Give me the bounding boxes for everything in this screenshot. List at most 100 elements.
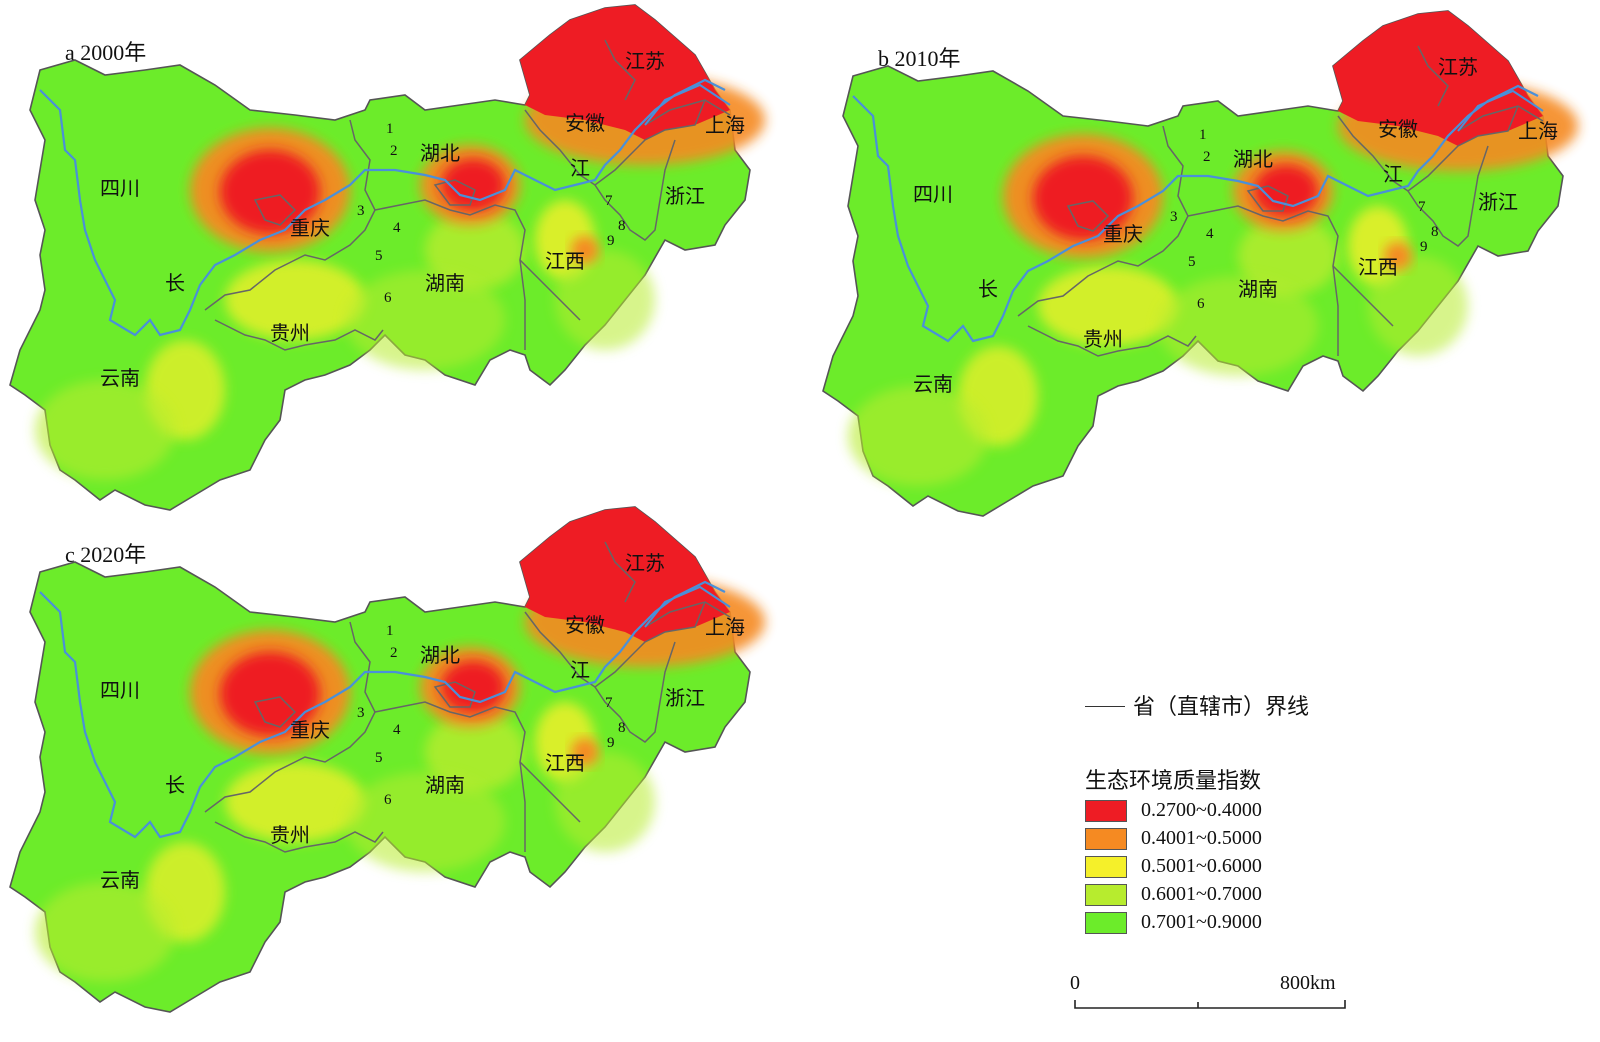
index-zone — [220, 150, 320, 234]
number-label: 2 — [390, 143, 398, 159]
label-chang: 长 — [978, 277, 998, 301]
index-zone — [441, 159, 505, 211]
number-label: 6 — [384, 290, 392, 306]
legend-swatch — [1085, 912, 1127, 934]
number-label: 3 — [357, 203, 365, 219]
ecology-index-surface — [848, 11, 1578, 486]
index-zone — [571, 236, 599, 264]
panel-title: b 2010年 — [878, 46, 961, 71]
number-label: 8 — [618, 720, 626, 736]
index-zone — [441, 661, 505, 713]
yangtze-river — [852, 84, 1539, 343]
legend-swatch — [1085, 828, 1127, 850]
label-hunan: 湖南 — [1238, 277, 1278, 301]
map-panel-a: a 2000年 — [5, 0, 765, 520]
number-label: 6 — [384, 792, 392, 808]
index-zone — [1254, 165, 1318, 217]
province-numbers: 1 2 3 4 5 6 7 8 9 — [357, 121, 626, 306]
number-label: 1 — [386, 623, 394, 639]
index-zone — [35, 882, 175, 982]
index-zone — [425, 210, 525, 290]
legend-swatch — [1085, 884, 1127, 906]
scale-start: 0 — [1070, 972, 1080, 994]
number-label: 5 — [1188, 254, 1196, 270]
map-svg: 四川 重庆 湖北 湖南 贵州 云南 江西 安徽 江苏 上海 浙江 长 江 1 2… — [9, 4, 765, 511]
label-chang: 长 — [165, 271, 185, 295]
panel-title: a 2000年 — [65, 40, 147, 65]
label-shanghai: 上海 — [705, 615, 745, 639]
legend: 省（直辖市）界线 生态环境质量指数 0.2700~0.4000 0.4001~0.… — [1085, 685, 1385, 935]
number-label: 6 — [1197, 296, 1205, 312]
index-zone — [425, 712, 525, 792]
legend-swatch — [1085, 856, 1127, 878]
label-anhui: 安徽 — [565, 613, 605, 637]
number-label: 7 — [1418, 199, 1426, 215]
label-jiangsu: 江苏 — [625, 551, 665, 575]
label-zhejiang: 浙江 — [1478, 190, 1518, 214]
number-label: 3 — [357, 705, 365, 721]
number-label: 4 — [1206, 226, 1214, 242]
map-panel-c: c 2020年 — [5, 502, 765, 1022]
number-label: 7 — [605, 695, 613, 711]
region-labels: 四川 重庆 湖北 湖南 贵州 云南 江西 安徽 江苏 上海 浙江 长 江 — [913, 55, 1558, 396]
index-zone — [1158, 276, 1318, 376]
province-numbers: 1 2 3 4 5 6 7 8 9 — [357, 623, 626, 808]
yangtze-branch — [644, 83, 731, 126]
legend-range-label: 0.4001~0.5000 — [1141, 827, 1262, 849]
number-label: 1 — [386, 121, 394, 137]
label-chongqing: 重庆 — [290, 216, 330, 240]
label-jiangxi: 江西 — [545, 249, 585, 273]
number-label: 4 — [393, 220, 401, 236]
number-label: 5 — [375, 248, 383, 264]
label-jiangsu: 江苏 — [1438, 55, 1478, 79]
label-jiang: 江 — [570, 658, 590, 682]
label-guizhou: 贵州 — [270, 321, 310, 345]
yangtze-branch — [644, 585, 731, 628]
index-zone — [225, 260, 365, 340]
label-hunan: 湖南 — [425, 271, 465, 295]
panel-title: c 2020年 — [65, 542, 147, 567]
number-label: 2 — [390, 645, 398, 661]
scale-end: 800km — [1280, 972, 1336, 994]
legend-range-label: 0.5001~0.6000 — [1141, 855, 1262, 877]
number-label: 2 — [1203, 149, 1211, 165]
label-jiang: 江 — [1383, 162, 1403, 186]
province-boundaries — [1017, 45, 1544, 357]
label-yunnan: 云南 — [100, 868, 140, 892]
region-labels: 四川 重庆 湖北 湖南 贵州 云南 江西 安徽 江苏 上海 浙江 长 江 — [100, 49, 745, 390]
number-label: 8 — [1431, 224, 1439, 240]
ecology-index-surface — [35, 507, 765, 982]
province-numbers: 1 2 3 4 5 6 7 8 9 — [1170, 127, 1439, 312]
legend-range-label: 0.2700~0.4000 — [1141, 799, 1262, 821]
label-guizhou: 贵州 — [270, 823, 310, 847]
yangtze-branch — [1457, 89, 1544, 132]
number-label: 4 — [393, 722, 401, 738]
map-panel-b: b 2010年 — [818, 6, 1578, 526]
label-jiangxi: 江西 — [1358, 255, 1398, 279]
label-hubei: 湖北 — [1233, 147, 1273, 171]
index-zone — [225, 762, 365, 842]
index-zone-northeast — [520, 5, 730, 140]
label-sichuan: 四川 — [100, 176, 140, 200]
index-zone — [1038, 266, 1178, 346]
label-sichuan: 四川 — [913, 182, 953, 206]
index-zone — [571, 738, 599, 766]
index-zone — [220, 652, 320, 736]
label-shanghai: 上海 — [705, 113, 745, 137]
map-svg: 四川 重庆 湖北 湖南 贵州 云南 江西 安徽 江苏 上海 浙江 长 江 1 2… — [822, 10, 1578, 517]
legend-range-label: 0.6001~0.7000 — [1141, 883, 1262, 905]
label-jiangxi: 江西 — [545, 751, 585, 775]
legend-range-label: 0.7001~0.9000 — [1141, 911, 1262, 933]
index-zone — [1238, 216, 1338, 296]
label-shanghai: 上海 — [1518, 119, 1558, 143]
legend-title: 生态环境质量指数 — [1085, 769, 1262, 794]
label-anhui: 安徽 — [1378, 117, 1418, 141]
legend-swatch — [1085, 800, 1127, 822]
region-labels: 四川 重庆 湖北 湖南 贵州 云南 江西 安徽 江苏 上海 浙江 长 江 — [100, 551, 745, 892]
number-label: 8 — [618, 218, 626, 234]
index-zone — [1033, 156, 1133, 240]
yangtze-river — [39, 78, 726, 337]
province-boundaries — [204, 541, 731, 853]
label-chongqing: 重庆 — [290, 718, 330, 742]
number-label: 9 — [607, 233, 615, 249]
